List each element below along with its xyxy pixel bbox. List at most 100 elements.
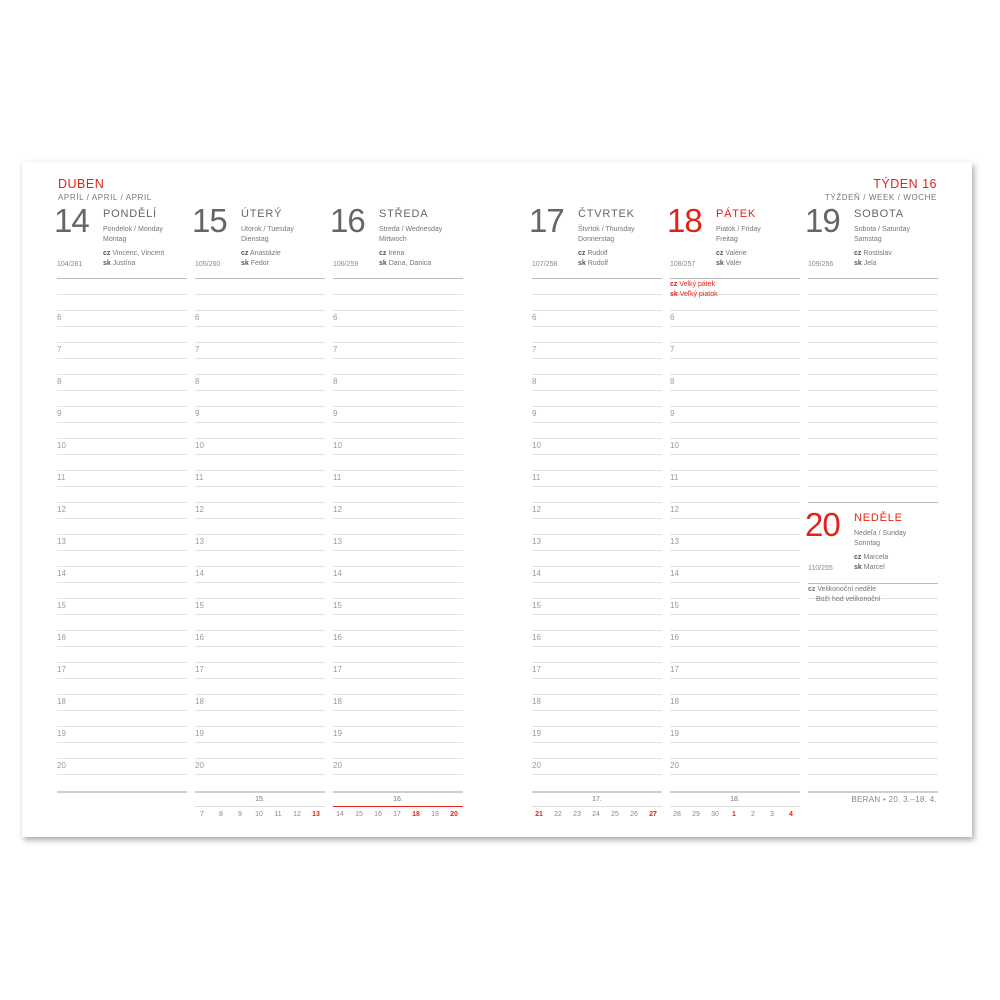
hour-label: 17 xyxy=(532,665,541,674)
ruled-line xyxy=(532,470,662,471)
ruled-line xyxy=(532,758,662,759)
ruled-line xyxy=(670,470,800,471)
ruled-line xyxy=(808,294,938,295)
ruled-line xyxy=(333,454,463,455)
ruled-line xyxy=(195,758,325,759)
ruled-line xyxy=(57,326,187,327)
day-of-year: 107/258 xyxy=(532,261,558,268)
ruled-line xyxy=(195,358,325,359)
day-number: 20 xyxy=(805,506,841,543)
ruled-line xyxy=(808,774,938,775)
ruled-line xyxy=(532,326,662,327)
ruled-line xyxy=(57,438,187,439)
ruled-line xyxy=(195,678,325,679)
hour-label: 15 xyxy=(670,601,679,610)
hour-label: 18 xyxy=(333,697,342,706)
ruled-line xyxy=(333,614,463,615)
nameday-cz: cz Marcela xyxy=(854,553,888,563)
ruled-line xyxy=(808,791,938,793)
ruled-line xyxy=(195,774,325,775)
mini-calendar-day: 13 xyxy=(312,811,320,818)
ruled-line xyxy=(333,518,463,519)
ruled-line xyxy=(333,470,463,471)
ruled-line xyxy=(57,550,187,551)
hour-label: 9 xyxy=(532,409,537,418)
ruled-line xyxy=(57,406,187,407)
ruled-line xyxy=(670,678,800,679)
ruled-line xyxy=(333,678,463,679)
month-subtitle: APRÍL / APRIL / APRIL xyxy=(58,193,152,202)
ruled-line xyxy=(670,310,800,311)
ruled-line xyxy=(808,598,938,599)
ruled-line xyxy=(333,774,463,775)
mini-calendar-day: 27 xyxy=(649,811,657,818)
day-name-german: Dienstag xyxy=(241,236,269,243)
ruled-line xyxy=(333,582,463,583)
ruled-line xyxy=(195,470,325,471)
ruled-line xyxy=(333,438,463,439)
ruled-line xyxy=(670,774,800,775)
ruled-line xyxy=(57,646,187,647)
cz-label: cz xyxy=(578,250,586,257)
ruled-line xyxy=(532,358,662,359)
cz-label: cz xyxy=(241,250,249,257)
ruled-line xyxy=(195,598,325,599)
ruled-line xyxy=(670,742,800,743)
week-number: 17. xyxy=(592,796,602,803)
ruled-line xyxy=(532,710,662,711)
ruled-line xyxy=(333,486,463,487)
cz-label: cz xyxy=(379,250,387,257)
ruled-line xyxy=(57,791,187,793)
footer-publisher: BERAN • 20. 3.–18. 4. xyxy=(851,795,937,804)
ruled-line xyxy=(670,710,800,711)
planner-spread: DUBEN APRÍL / APRIL / APRIL TÝDEN 16 TÝŽ… xyxy=(22,162,972,837)
nameday-sk-value: Fedor xyxy=(250,260,270,267)
ruled-line xyxy=(195,614,325,615)
ruled-line xyxy=(195,390,325,391)
ruled-line xyxy=(333,726,463,727)
ruled-line xyxy=(195,550,325,551)
ruled-line xyxy=(57,694,187,695)
nameday-cz: cz Anastázie xyxy=(241,249,281,259)
day-name-german: Samstag xyxy=(854,236,882,243)
ruled-line xyxy=(195,374,325,375)
day-of-year: 105/260 xyxy=(195,261,221,268)
ruled-line xyxy=(195,454,325,455)
ruled-line xyxy=(333,791,463,793)
day-name: NEDĚLE xyxy=(854,512,903,524)
ruled-line xyxy=(670,326,800,327)
ruled-line xyxy=(57,278,187,279)
hour-label: 18 xyxy=(195,697,204,706)
hour-label: 7 xyxy=(532,345,537,354)
hour-label: 19 xyxy=(670,729,679,738)
hour-label: 18 xyxy=(670,697,679,706)
mini-calendar-day: 4 xyxy=(789,811,793,818)
nameday-cz-value: Rudolf xyxy=(587,250,608,257)
hour-label: 11 xyxy=(333,473,342,482)
hour-label: 18 xyxy=(57,697,66,706)
day-name-translations: Štvrtok / Thursday xyxy=(578,226,635,233)
ruled-line xyxy=(808,422,938,423)
ruled-line xyxy=(195,582,325,583)
day-number: 18 xyxy=(667,202,703,239)
hour-label: 16 xyxy=(57,633,66,642)
mini-calendar-day: 17 xyxy=(393,811,401,818)
ruled-line xyxy=(532,502,662,503)
ruled-line xyxy=(333,694,463,695)
mini-calendar-day: 19 xyxy=(431,811,439,818)
cz-label: cz xyxy=(854,250,862,257)
ruled-line xyxy=(195,518,325,519)
sk-label: sk xyxy=(854,260,862,267)
hour-label: 17 xyxy=(670,665,679,674)
hour-label: 14 xyxy=(57,569,66,578)
ruled-line xyxy=(670,694,800,695)
mini-calendar-day: 16 xyxy=(374,811,382,818)
hour-label: 14 xyxy=(532,569,541,578)
ruled-line xyxy=(808,470,938,471)
hour-label: 11 xyxy=(532,473,541,482)
ruled-line xyxy=(532,342,662,343)
ruled-line xyxy=(195,726,325,727)
hour-label: 15 xyxy=(57,601,66,610)
cz-label: cz xyxy=(854,554,862,561)
hour-label: 6 xyxy=(532,313,537,322)
